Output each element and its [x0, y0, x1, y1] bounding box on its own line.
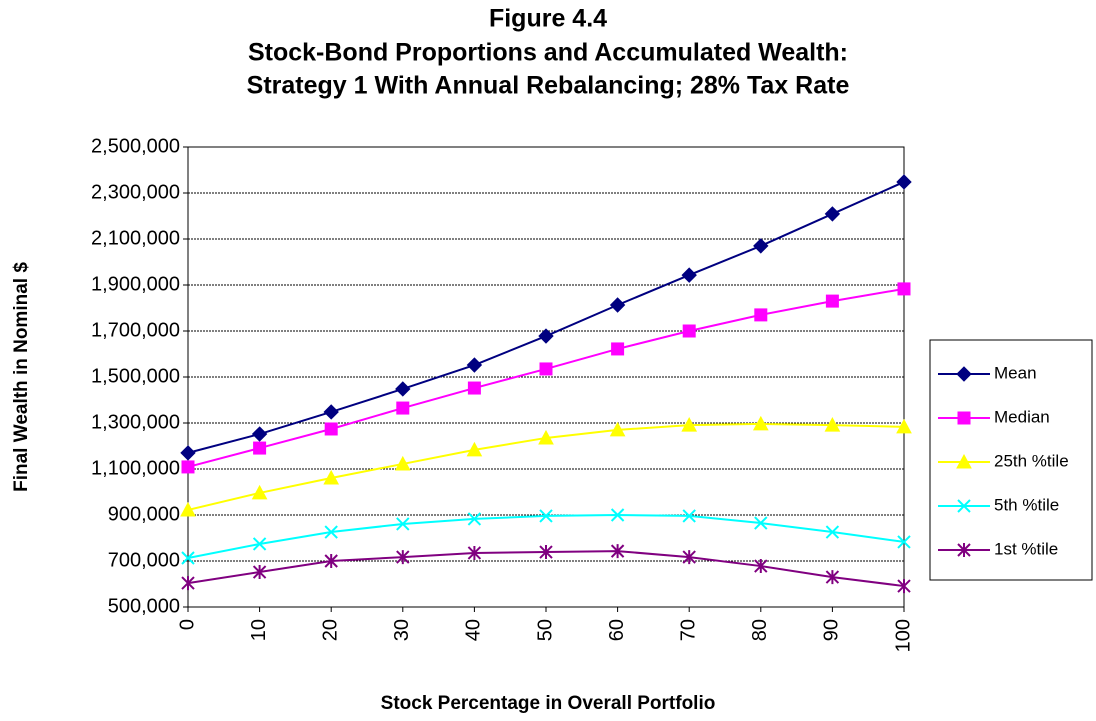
x-tick-label: 0	[176, 619, 198, 630]
y-tick-label: 2,300,000	[91, 181, 180, 203]
y-tick-label: 700,000	[108, 549, 180, 571]
marker	[896, 418, 912, 434]
legend-box	[929, 339, 1093, 581]
legend-label: 1st %tile	[994, 539, 1058, 558]
legend-label: Median	[994, 407, 1050, 426]
marker	[253, 441, 267, 455]
marker	[610, 508, 625, 522]
marker	[324, 554, 338, 568]
chart-subtitle: Strategy 1 With Annual Rebalancing; 28% …	[247, 72, 850, 100]
y-tick-label: 1,300,000	[91, 411, 180, 433]
x-tick-label: 90	[821, 619, 843, 641]
marker	[323, 469, 340, 485]
marker	[609, 297, 626, 313]
y-tick-label: 1,700,000	[91, 319, 180, 341]
x-tick-label: 10	[248, 619, 270, 641]
marker	[181, 576, 195, 591]
marker	[753, 238, 769, 254]
marker	[467, 381, 481, 395]
marker	[395, 381, 411, 397]
marker	[539, 509, 553, 523]
marker	[539, 362, 553, 376]
x-tick-label: 60	[606, 619, 628, 641]
legend-label: 5th %tile	[994, 495, 1059, 514]
legend-label: Mean	[994, 363, 1037, 382]
marker	[681, 417, 698, 432]
marker	[681, 267, 697, 283]
y-axis-title: Final Wealth in Nominal $	[11, 262, 32, 492]
marker	[252, 537, 267, 551]
marker	[754, 559, 768, 574]
marker	[538, 429, 554, 445]
marker	[323, 404, 339, 420]
legend-marker	[956, 453, 972, 469]
marker	[396, 401, 410, 415]
marker	[682, 509, 696, 523]
marker	[396, 550, 410, 565]
marker	[252, 565, 267, 580]
legend-label: 25th %tile	[994, 451, 1069, 470]
legend-marker	[957, 411, 971, 425]
y-tick-label: 1,500,000	[91, 365, 180, 387]
chart-subtitle: Stock-Bond Proportions and Accumulated W…	[248, 39, 848, 67]
y-tick-label: 2,100,000	[91, 227, 180, 249]
chart-title: Figure 4.4	[489, 5, 607, 33]
marker	[181, 460, 195, 474]
y-tick-label: 900,000	[108, 503, 180, 525]
x-tick-label: 30	[391, 619, 413, 641]
marker	[682, 324, 696, 338]
marker	[467, 512, 482, 526]
marker	[466, 357, 483, 373]
y-tick-label: 1,900,000	[91, 273, 180, 295]
marker	[824, 206, 841, 222]
x-tick-label: 20	[319, 619, 341, 641]
marker	[251, 484, 268, 500]
marker	[396, 517, 410, 531]
marker	[754, 308, 768, 322]
marker	[825, 525, 840, 539]
marker	[180, 501, 196, 517]
marker	[538, 328, 554, 344]
marker	[251, 426, 268, 442]
marker	[611, 342, 625, 356]
legend-marker	[957, 499, 971, 513]
marker	[754, 516, 768, 530]
series-line	[187, 181, 905, 454]
marker	[610, 544, 625, 559]
marker	[824, 417, 841, 432]
x-axis-title: Stock Percentage in Overall Portfolio	[381, 693, 716, 714]
marker	[682, 550, 696, 565]
marker	[897, 535, 911, 549]
x-tick-label: 70	[677, 619, 699, 641]
marker	[539, 545, 553, 560]
marker	[825, 294, 839, 308]
legend-marker	[956, 366, 972, 382]
x-tick-label: 40	[463, 619, 485, 641]
x-tick-label: 80	[749, 619, 771, 641]
marker	[466, 441, 483, 457]
marker	[752, 415, 769, 431]
y-tick-label: 500,000	[108, 595, 180, 617]
y-tick-label: 2,500,000	[91, 135, 180, 157]
x-tick-label: 50	[534, 619, 556, 641]
marker	[324, 525, 338, 539]
marker	[467, 545, 482, 560]
x-tick-label: 100	[892, 619, 914, 652]
marker	[609, 421, 626, 437]
y-tick-label: 1,100,000	[91, 457, 180, 479]
marker	[394, 455, 411, 471]
marker	[324, 422, 338, 436]
marker	[897, 282, 911, 296]
legend-marker	[957, 543, 971, 557]
marker	[825, 570, 840, 585]
marker	[180, 445, 196, 461]
plot-area	[187, 146, 905, 608]
marker	[896, 174, 912, 190]
marker	[181, 551, 195, 565]
marker	[897, 579, 911, 594]
